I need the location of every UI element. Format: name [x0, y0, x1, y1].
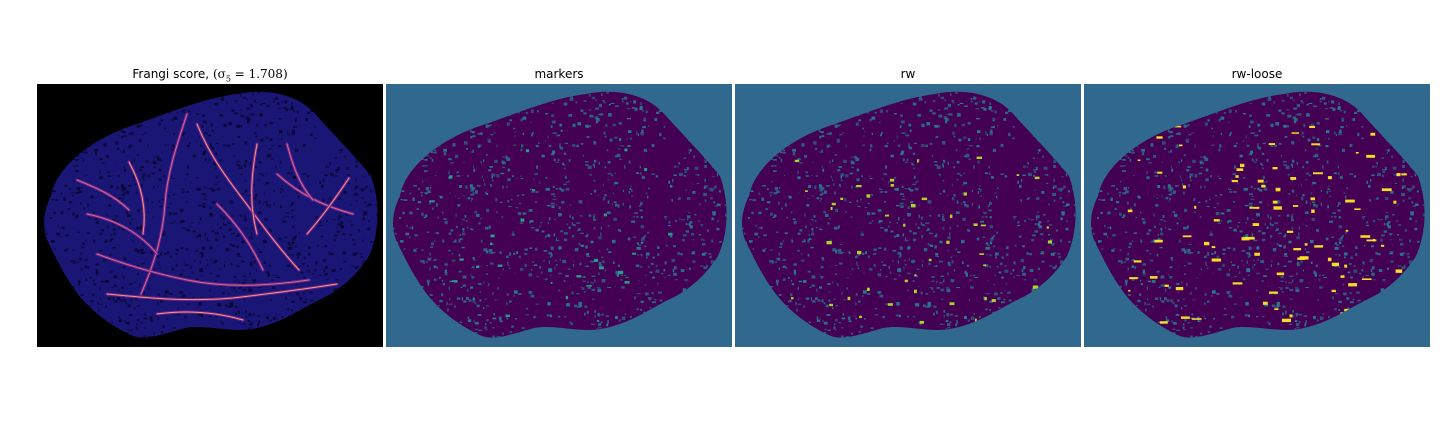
image-panel-markers: [386, 84, 732, 347]
panel-title-rw-loose: rw-loose: [1231, 67, 1283, 81]
panel-title-markers: markers: [534, 67, 584, 81]
frangi-title-text: Frangi score,: [132, 67, 213, 81]
panel-title-rw: rw: [900, 67, 916, 81]
rw-image: [735, 84, 1081, 347]
image-panel-rw-loose: [1084, 84, 1430, 347]
panel-title-frangi: Frangi score, (σ5 = 1.708): [37, 66, 383, 87]
markers-image: [386, 84, 732, 347]
rw-loose-image: [1084, 84, 1430, 347]
image-panel-frangi: [37, 84, 383, 347]
frangi-title-math: (σ5 = 1.708): [212, 67, 288, 84]
image-panel-rw: [735, 84, 1081, 347]
frangi-image: [37, 84, 383, 347]
